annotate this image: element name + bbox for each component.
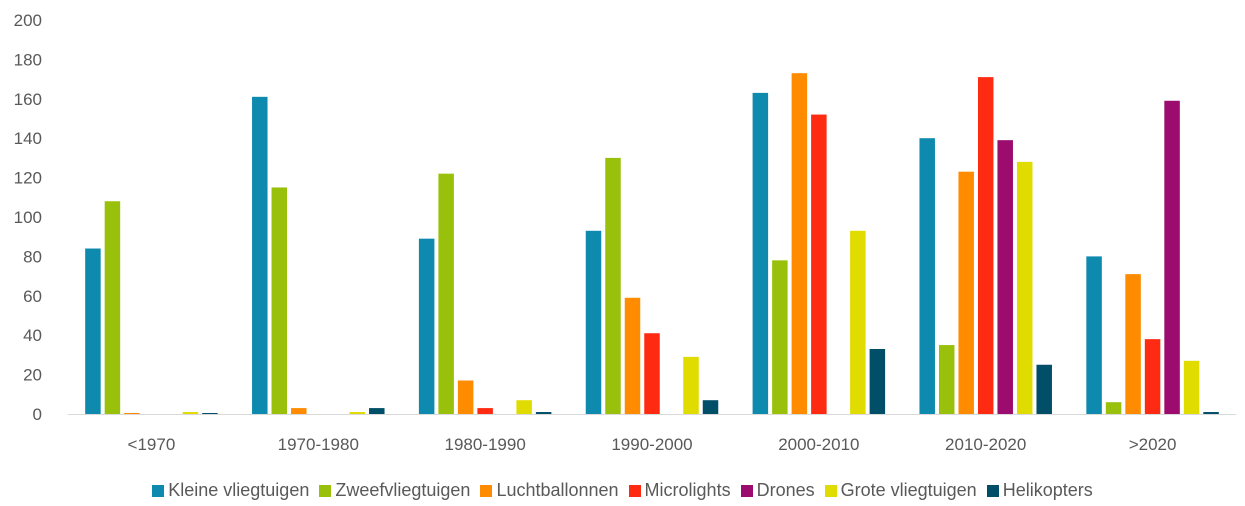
- bar: [997, 140, 1013, 415]
- bar: [1203, 412, 1219, 414]
- y-tick-label: 200: [14, 11, 42, 30]
- bar: [811, 114, 827, 414]
- bar: [516, 400, 532, 414]
- bar: [702, 400, 719, 414]
- bar: [752, 92, 769, 414]
- bar: [1183, 360, 1200, 414]
- bar: [104, 201, 121, 414]
- legend-item: Zweefvliegtuigen: [319, 480, 470, 501]
- bar: [438, 173, 454, 414]
- bar: [1036, 364, 1052, 414]
- bar: [1016, 161, 1033, 414]
- bar: [349, 412, 366, 414]
- bar: [271, 187, 288, 414]
- bar: [644, 333, 660, 414]
- bar: [369, 408, 385, 414]
- legend-swatch: [480, 484, 493, 497]
- x-tick-label: 2010-2020: [945, 435, 1026, 454]
- legend: Kleine vliegtuigen Zweefvliegtuigen Luchtb…: [0, 480, 1245, 501]
- x-tick-label: 2000-2010: [778, 435, 859, 454]
- bar: [1086, 256, 1102, 414]
- y-tick-label: 180: [14, 50, 42, 69]
- legend-label: Helikopters: [1002, 480, 1093, 500]
- bar: [1144, 339, 1161, 414]
- legend-label: Microlights: [644, 480, 731, 500]
- bar-chart: 0 20 40 60 80 100 120 140 160 180 200 <1970 1970-19…: [14, 11, 1236, 454]
- legend-label: Luchtballonnen: [496, 480, 619, 500]
- legend-label: Zweefvliegtuigen: [335, 480, 471, 500]
- bars: [85, 73, 1219, 415]
- y-tick-label: 20: [23, 366, 42, 385]
- bar: [457, 380, 474, 414]
- y-tick-label: 140: [14, 129, 42, 148]
- bar: [958, 171, 974, 414]
- legend-swatch: [740, 484, 753, 497]
- bar: [252, 96, 268, 414]
- legend-label: Grote vliegtuigen: [840, 480, 977, 500]
- bar: [291, 408, 307, 414]
- legend-swatch: [628, 484, 641, 497]
- legend-swatch: [152, 484, 165, 497]
- x-tick-label: 1970-1980: [278, 435, 359, 454]
- y-tick-label: 0: [33, 405, 42, 424]
- bar: [605, 157, 621, 414]
- bar: [772, 260, 788, 414]
- bar: [1125, 274, 1141, 414]
- legend-item: Grote vliegtuigen: [824, 480, 977, 501]
- bar: [85, 248, 101, 414]
- legend-swatch: [319, 484, 332, 497]
- bar: [938, 345, 955, 414]
- bar: [124, 413, 140, 415]
- legend-item: Luchtballonnen: [480, 480, 619, 501]
- bar: [202, 413, 218, 415]
- bar: [418, 238, 435, 414]
- bar: [919, 138, 935, 414]
- y-tick-label: 60: [23, 287, 42, 306]
- x-tick-label: 1980-1990: [444, 435, 525, 454]
- legend-label: Kleine vliegtuigen: [168, 480, 310, 500]
- x-tick-label: 1990-2000: [611, 435, 692, 454]
- y-tick-label: 40: [23, 326, 42, 345]
- x-tick-label: >2020: [1129, 435, 1177, 454]
- legend-item: Helikopters: [986, 480, 1093, 501]
- bar: [1105, 402, 1122, 414]
- legend-item: Microlights: [628, 480, 731, 501]
- bar: [535, 412, 552, 414]
- legend-item: Kleine vliegtuigen: [152, 480, 309, 501]
- legend-item: Drones: [740, 480, 815, 501]
- bar: [977, 77, 994, 414]
- x-tick-label: <1970: [128, 435, 176, 454]
- legend-swatch: [986, 484, 999, 497]
- y-tick-label: 80: [23, 247, 42, 266]
- y-axis: 0 20 40 60 80 100 120 140 160 180 200: [14, 11, 42, 424]
- bar: [624, 297, 641, 414]
- x-axis: <1970 1970-1980 1980-1990 1990-2000 2000-201…: [128, 435, 1177, 454]
- y-tick-label: 120: [14, 169, 42, 188]
- bar: [683, 356, 699, 414]
- bar: [585, 230, 602, 414]
- legend-swatch: [824, 484, 837, 497]
- bar: [850, 230, 866, 414]
- bar: [869, 348, 886, 414]
- bar: [1164, 100, 1180, 415]
- y-tick-label: 100: [14, 208, 42, 227]
- y-tick-label: 160: [14, 90, 42, 109]
- bar: [477, 408, 493, 414]
- bar: [182, 412, 199, 414]
- legend-label: Drones: [756, 480, 815, 500]
- bar: [791, 73, 808, 414]
